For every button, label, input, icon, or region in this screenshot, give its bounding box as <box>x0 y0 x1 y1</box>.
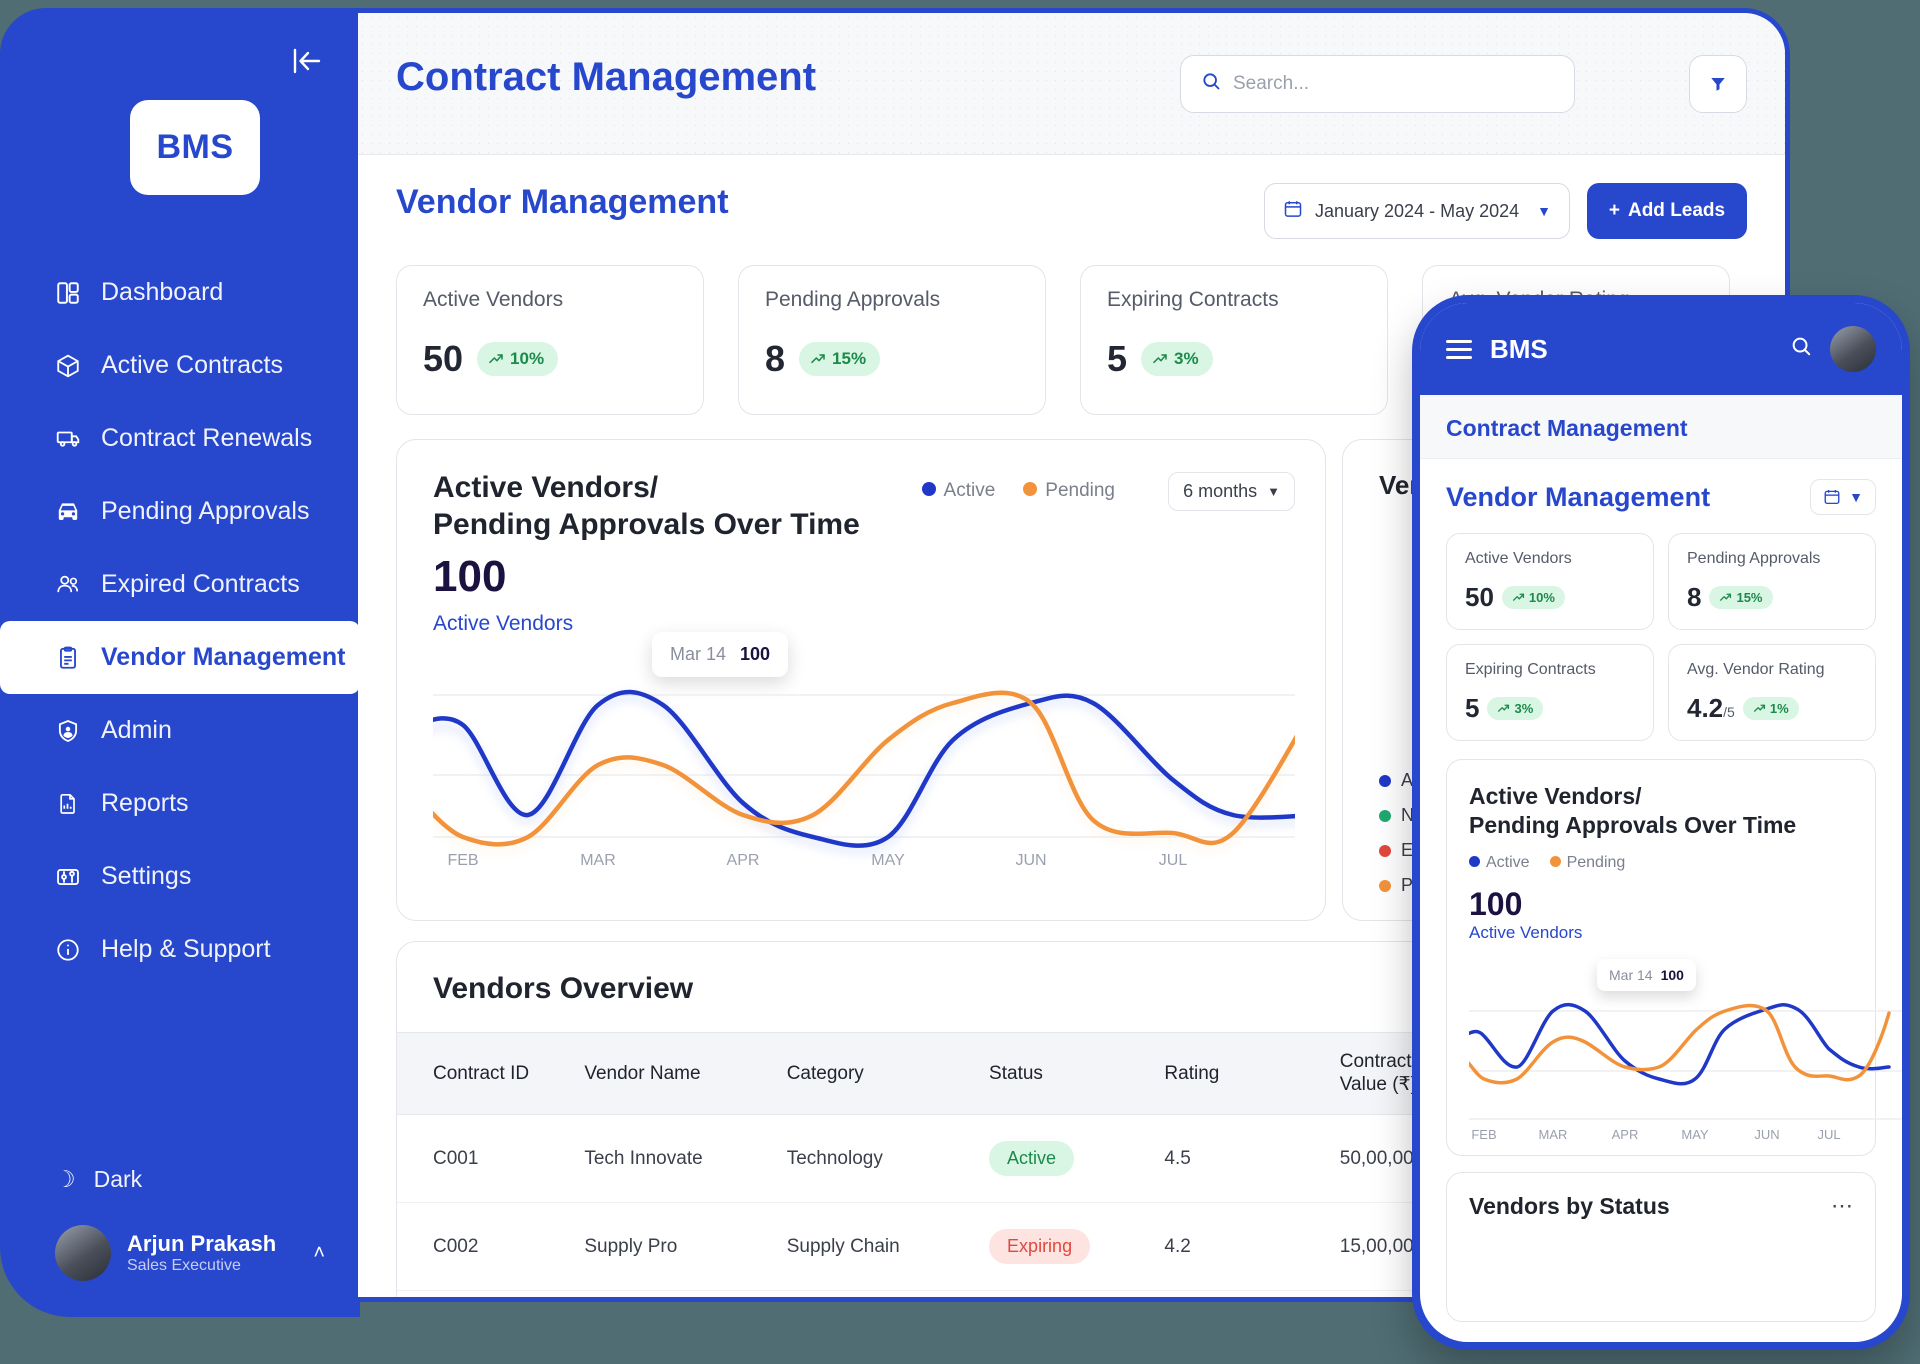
svg-text:MAR: MAR <box>580 852 616 869</box>
svg-text:JUL: JUL <box>1817 1127 1840 1142</box>
svg-text:JUL: JUL <box>1159 852 1188 869</box>
svg-text:APR: APR <box>727 852 760 869</box>
svg-text:JUN: JUN <box>1015 852 1046 869</box>
svg-text:APR: APR <box>1612 1127 1639 1142</box>
svg-text:MAY: MAY <box>871 852 905 869</box>
svg-text:JUN: JUN <box>1754 1127 1779 1142</box>
svg-text:MAY: MAY <box>1681 1127 1709 1142</box>
svg-text:FEB: FEB <box>447 852 478 869</box>
svg-text:FEB: FEB <box>1471 1127 1496 1142</box>
svg-text:MAR: MAR <box>1539 1127 1568 1142</box>
